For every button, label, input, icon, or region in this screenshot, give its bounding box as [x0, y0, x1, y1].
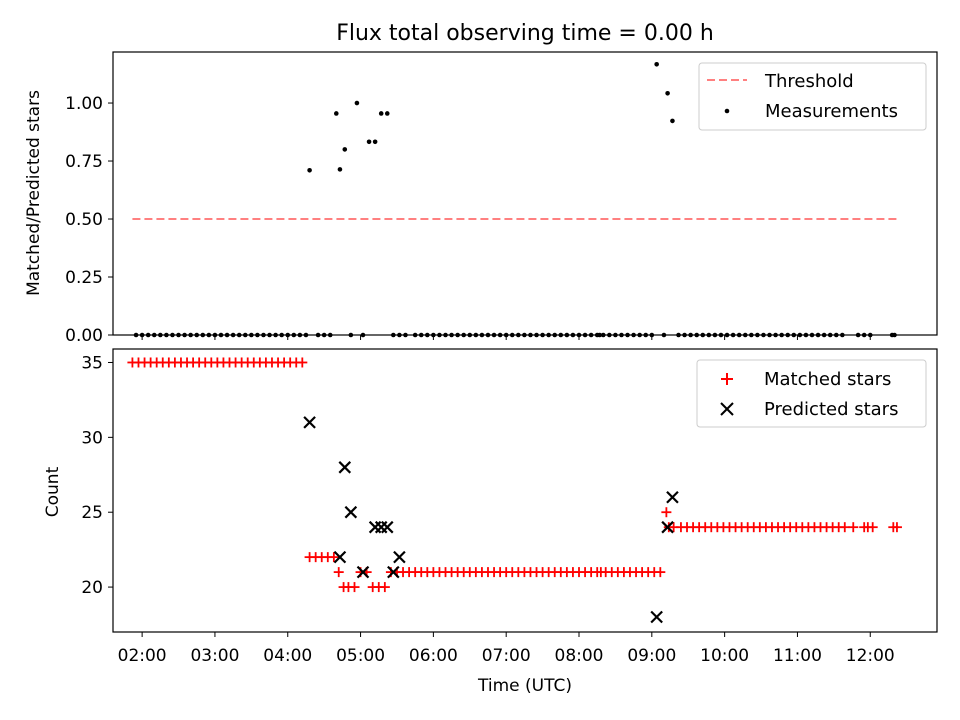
matched-stars-point — [661, 507, 672, 518]
measurements-point — [654, 61, 659, 67]
x-tick-label: 10:00 — [700, 646, 749, 666]
predicted-stars-point — [344, 505, 358, 519]
legend-matched-swatch — [721, 373, 733, 385]
legend-predicted-label: Predicted stars — [764, 399, 898, 420]
predicted-stars-point — [393, 550, 406, 564]
predicted-stars-point — [356, 565, 370, 579]
top-axes-frame — [112, 51, 938, 336]
predicted-stars-point — [380, 520, 394, 534]
bottom-y-tick-label: 30 — [81, 428, 103, 448]
bottom-y-axis-label: Count — [43, 466, 63, 517]
matched-stars-point — [297, 357, 308, 368]
top-y-tick-label: 0.00 — [65, 326, 103, 346]
matched-stars-point — [848, 522, 859, 533]
matched-stars-point — [328, 552, 339, 563]
predicted-stars-point — [661, 520, 674, 534]
x-tick-label: 06:00 — [409, 646, 458, 666]
figure-title: Flux total observing time = 0.00 h — [336, 21, 714, 46]
bottom-x-ticks: 02:00 03:00 04:00 05:00 06:00 07:00 08:00 09:00… — [118, 632, 895, 666]
bottom-legend: Matched stars Predicted stars — [696, 359, 927, 428]
top-legend-box — [698, 62, 927, 131]
bottom-plot-area — [127, 357, 902, 624]
bottom-legend-box — [696, 359, 927, 428]
x-tick-label: 11:00 — [773, 646, 822, 666]
top-x-ticks — [141, 335, 871, 340]
legend-predicted-swatch — [720, 402, 734, 416]
predicted-stars-point — [387, 565, 400, 579]
measurements-point — [307, 168, 312, 173]
x-tick-label: 09:00 — [627, 646, 676, 666]
measurements-point — [342, 147, 348, 152]
top-axes: 0.00 0.25 0.50 0.75 1.00 Matched/Predicted s… — [24, 51, 938, 346]
top-plot-area — [132, 61, 897, 338]
x-axis-label: Time (UTC) — [477, 676, 572, 696]
x-tick-label: 12:00 — [846, 646, 895, 666]
x-tick-label: 08:00 — [555, 646, 604, 666]
top-y-tick-label: 0.75 — [65, 152, 103, 172]
measurements-point — [665, 90, 670, 96]
measurements-point — [354, 100, 360, 106]
predicted-stars-point — [650, 610, 663, 624]
measurements-point — [670, 118, 675, 124]
matched-stars-point — [655, 567, 666, 578]
x-tick-label: 07:00 — [482, 646, 531, 666]
measurements-point — [333, 111, 339, 116]
measurements-point — [337, 167, 343, 172]
x-tick-label: 02:00 — [118, 646, 167, 666]
x-tick-label: 05:00 — [336, 646, 385, 666]
predicted-stars-point — [338, 461, 352, 474]
measurements-point — [384, 111, 390, 116]
matched-stars-point — [333, 567, 344, 578]
predicted-stars-point — [666, 490, 679, 504]
matched-stars-point — [349, 582, 360, 593]
matched-stars-point — [839, 522, 850, 533]
legend-threshold-label: Threshold — [764, 71, 854, 92]
legend-matched-label: Matched stars — [764, 369, 891, 390]
top-y-ticks: 0.00 0.25 0.50 0.75 1.00 — [65, 94, 113, 346]
matched-stars-point — [379, 582, 390, 593]
legend-measurements-label: Measurements — [765, 101, 898, 122]
measurements-point — [378, 111, 384, 116]
top-y-axis-label: Matched/Predicted stars — [24, 90, 44, 296]
top-y-tick-label: 0.50 — [65, 210, 103, 230]
x-tick-label: 03:00 — [190, 646, 239, 666]
x-tick-label: 04:00 — [263, 646, 312, 666]
matched-stars-point — [891, 522, 902, 533]
bottom-y-tick-label: 20 — [81, 578, 103, 598]
bottom-axes-frame — [112, 348, 938, 633]
predicted-stars-point — [333, 550, 347, 564]
legend-measurements-swatch — [724, 108, 730, 114]
bottom-y-tick-label: 25 — [81, 503, 103, 523]
top-legend: Threshold Measurements — [698, 62, 927, 131]
top-y-tick-label: 1.00 — [65, 94, 103, 114]
predicted-stars-point — [303, 416, 316, 429]
bottom-y-tick-label: 35 — [81, 353, 103, 373]
measurements-point — [366, 139, 372, 145]
measurements-point — [372, 139, 378, 145]
top-y-tick-label: 0.25 — [65, 268, 103, 288]
bottom-y-ticks: 20 25 30 35 — [81, 353, 113, 598]
matched-stars-point — [867, 522, 878, 533]
